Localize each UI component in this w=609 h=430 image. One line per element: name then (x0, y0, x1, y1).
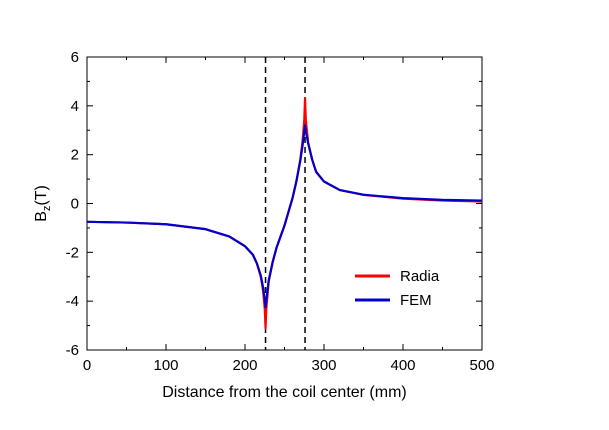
series-line-fem (86, 124, 483, 309)
x-tick-label-400: 400 (390, 357, 415, 374)
y-tick-label--4: -4 (66, 293, 79, 310)
legend: Radia FEM (355, 268, 440, 309)
y-axis-title-sub: z (41, 206, 53, 212)
series-lines (86, 97, 483, 330)
y-tick-label--2: -2 (66, 244, 79, 261)
y-axis-title-suffix: (T) (33, 185, 50, 205)
x-tick-label-200: 200 (232, 357, 257, 374)
y-axis-title: Bz(T) (33, 185, 53, 222)
y-tick-label-2: 2 (71, 147, 79, 164)
y-tick-label-6: 6 (71, 49, 79, 66)
tick-labels: 0 100 200 300 400 500 -6 -4 -2 0 2 4 6 (66, 49, 495, 374)
y-tick-label--6: -6 (66, 342, 79, 359)
y-tick-label-4: 4 (71, 98, 79, 115)
x-tick-label-300: 300 (311, 357, 336, 374)
reference-lines (264, 57, 306, 350)
legend-label-radia: Radia (400, 268, 440, 285)
y-tick-label-0: 0 (71, 196, 79, 213)
x-tick-label-100: 100 (153, 357, 178, 374)
y-axis-title-main: B (33, 211, 50, 222)
axis-ticks (86, 56, 483, 351)
x-tick-label-0: 0 (83, 357, 91, 374)
x-tick-label-500: 500 (469, 357, 494, 374)
x-axis-title: Distance from the coil center (mm) (162, 384, 407, 401)
legend-label-fem: FEM (400, 292, 432, 309)
